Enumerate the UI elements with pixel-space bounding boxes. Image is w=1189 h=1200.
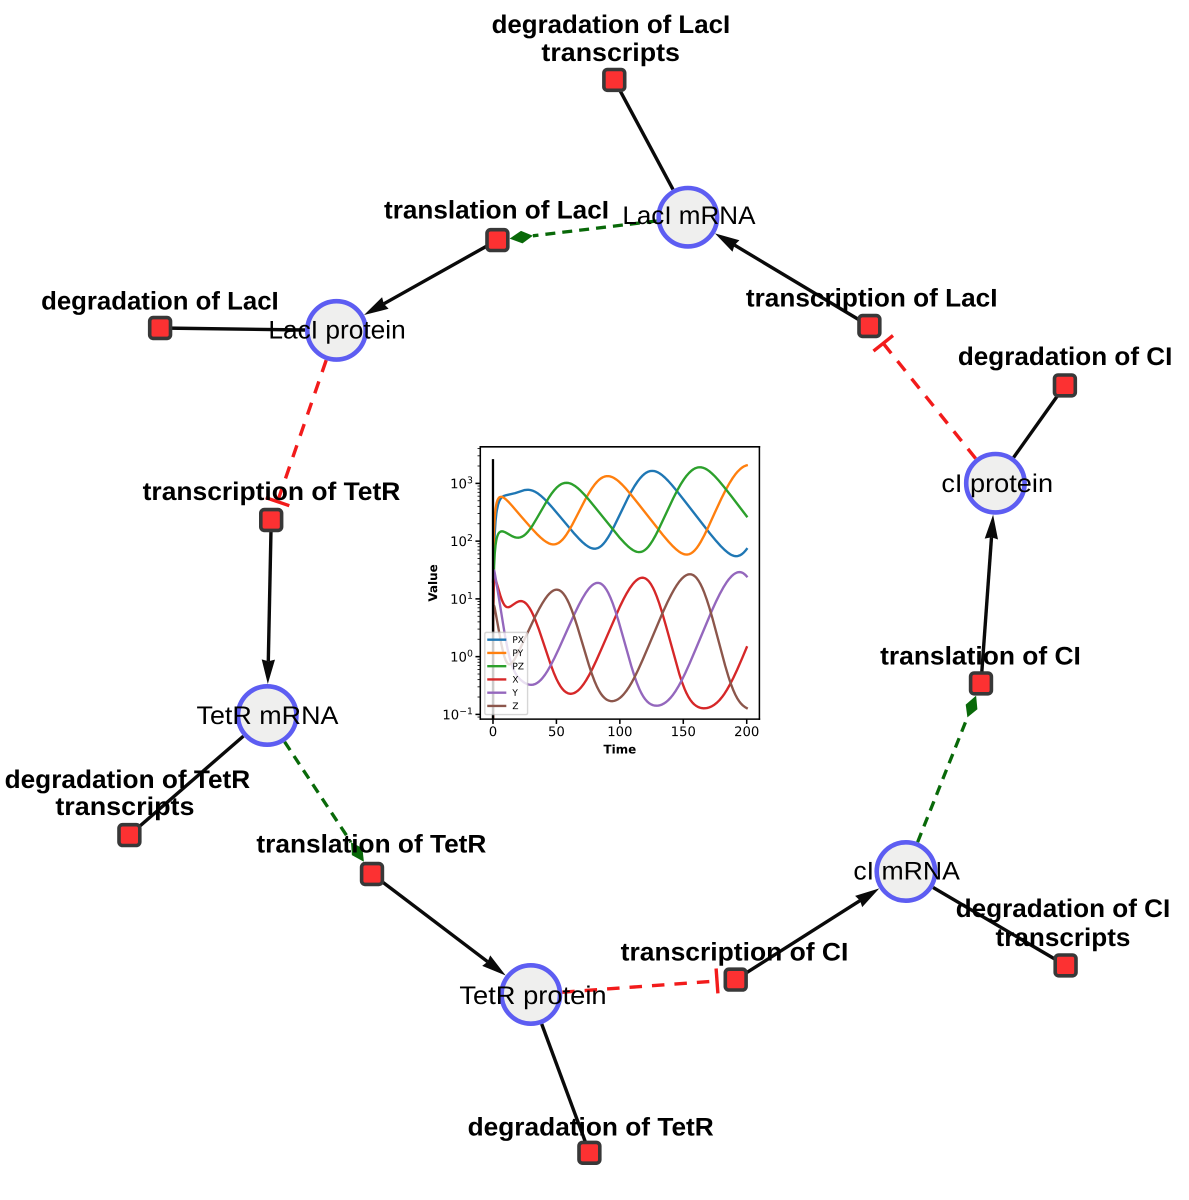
svg-text:cI mRNA: cI mRNA	[853, 858, 960, 886]
svg-text:degradation of CI: degradation of CI	[958, 343, 1173, 371]
svg-text:translation of LacI: translation of LacI	[384, 197, 609, 225]
svg-text:degradation of TetR: degradation of TetR	[468, 1114, 714, 1142]
svg-text:LacI mRNA: LacI mRNA	[622, 202, 755, 230]
svg-text:transcripts: transcripts	[55, 793, 194, 821]
svg-text:cI protein: cI protein	[941, 470, 1053, 498]
svg-text:translation of CI: translation of CI	[880, 643, 1081, 671]
svg-text:TetR protein: TetR protein	[459, 982, 606, 1010]
svg-text:LacI protein: LacI protein	[268, 317, 405, 345]
svg-text:transcription of CI: transcription of CI	[621, 938, 849, 966]
svg-text:degradation of TetR: degradation of TetR	[5, 766, 251, 794]
svg-text:transcripts: transcripts	[541, 39, 680, 67]
svg-text:transcripts: transcripts	[996, 924, 1131, 952]
svg-text:transcription of LacI: transcription of LacI	[746, 285, 998, 313]
svg-text:TetR mRNA: TetR mRNA	[197, 702, 339, 730]
svg-text:degradation of LacI: degradation of LacI	[492, 11, 731, 39]
svg-text:degradation of LacI: degradation of LacI	[41, 288, 279, 316]
svg-text:transcription of TetR: transcription of TetR	[143, 478, 401, 506]
svg-text:degradation of CI: degradation of CI	[956, 895, 1171, 923]
svg-text:translation of TetR: translation of TetR	[256, 830, 486, 858]
